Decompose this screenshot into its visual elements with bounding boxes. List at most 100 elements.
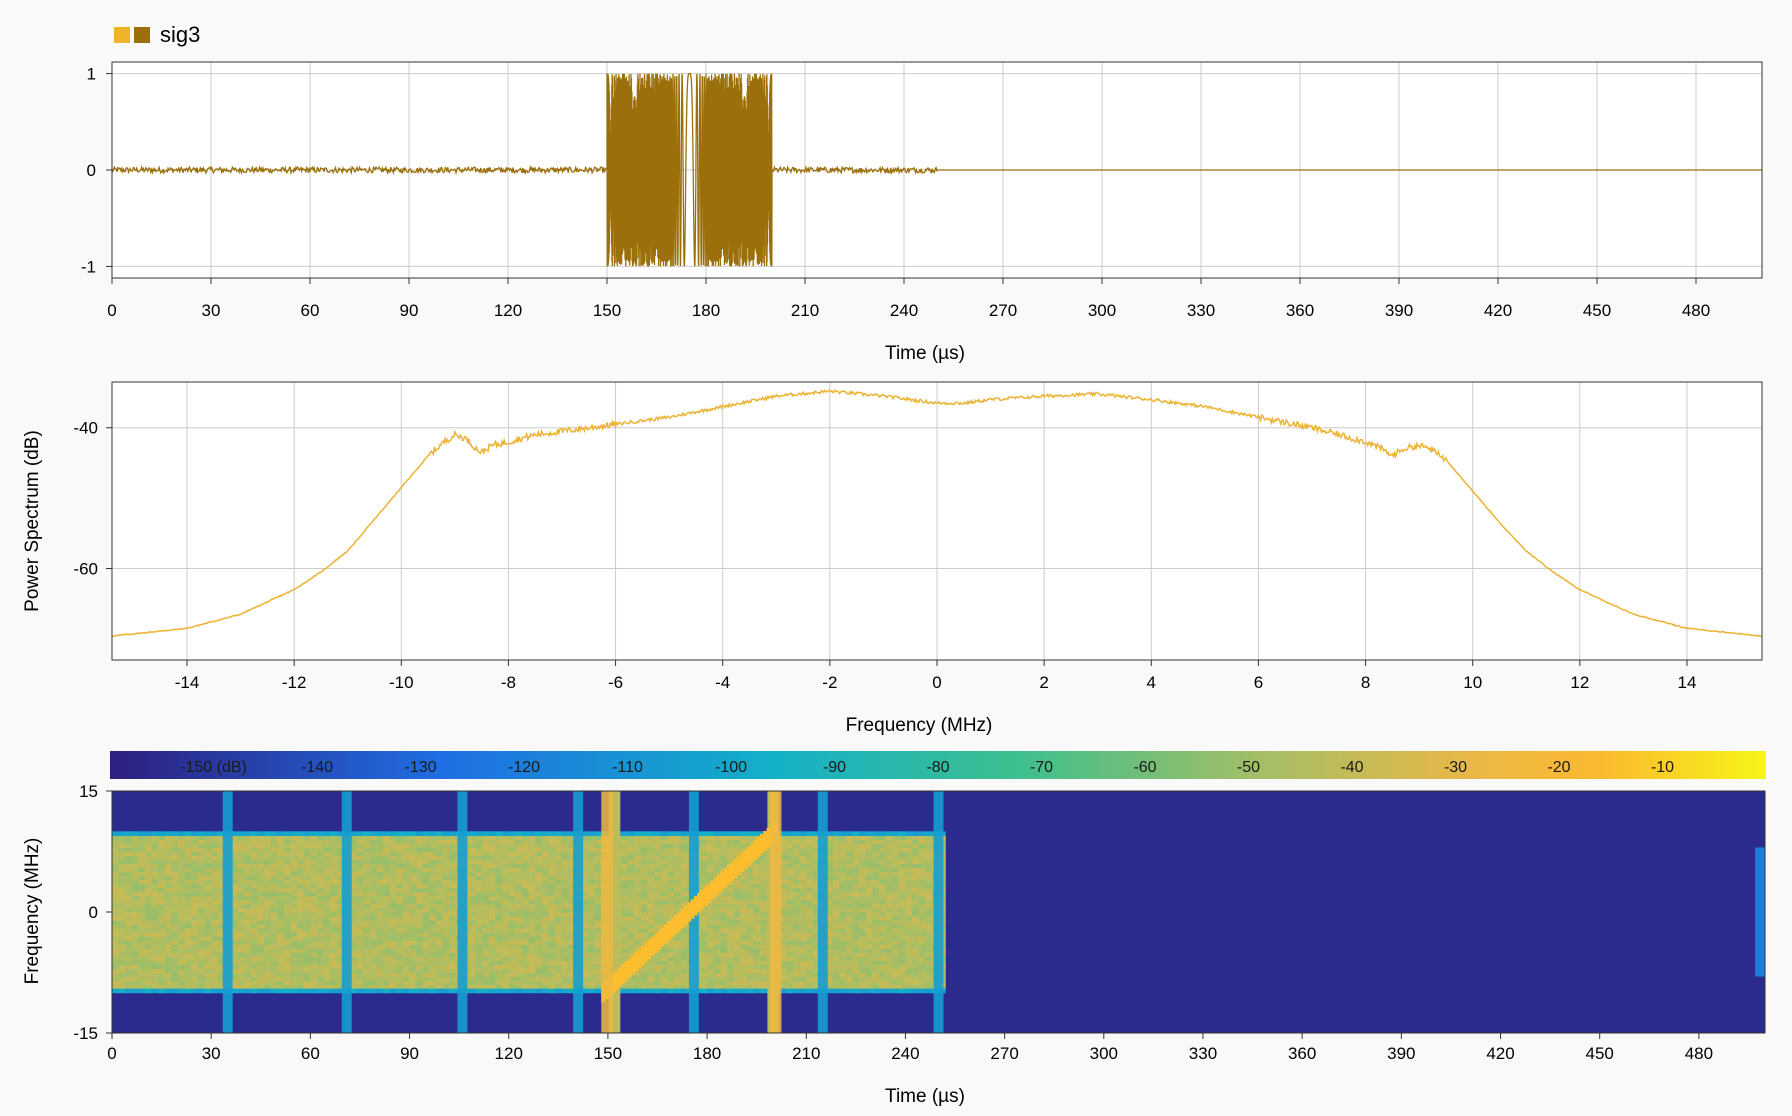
spectrogram-cell <box>726 944 735 949</box>
spectrum-tick-label-x: 10 <box>1463 673 1482 692</box>
spectrogram-cell <box>396 895 404 901</box>
spectrogram-cell <box>502 976 510 982</box>
spectrogram-cell <box>356 907 364 913</box>
spectrogram-cell <box>270 960 278 966</box>
spectrogram-cell <box>211 899 219 905</box>
spectrogram-cell <box>594 980 602 986</box>
spectrogram-edge-cell <box>217 831 226 836</box>
spectrogram-cell <box>674 871 682 877</box>
spectrogram-edge-cell <box>416 988 424 994</box>
spectrogram-cell <box>733 895 741 901</box>
spectrogram-cell <box>310 871 318 877</box>
spectrogram-cell <box>363 851 371 857</box>
spectrogram-cell <box>376 847 384 853</box>
spectrogram-cell <box>303 980 311 986</box>
spectrogram-cell <box>416 847 424 853</box>
spectrogram-cell <box>660 867 669 873</box>
spectrogram-cell <box>429 871 437 877</box>
spectrogram-cell <box>138 920 146 925</box>
spectrogram-cell <box>330 835 338 840</box>
spectrogram-cell <box>442 972 450 978</box>
spectrogram-cell <box>872 952 880 957</box>
spectrogram-cell <box>832 835 840 840</box>
spectrogram-cell <box>713 855 721 861</box>
spectrogram-cell <box>330 899 338 905</box>
spectrogram-cell <box>898 895 907 901</box>
spectrogram-cell <box>845 972 854 978</box>
spectrogram-cell <box>402 920 411 925</box>
spectrogram-cell <box>429 903 437 909</box>
legend[interactable]: sig3 <box>114 22 200 48</box>
spectrogram-cell <box>515 980 523 986</box>
spectrogram-edge-cell <box>270 988 278 994</box>
spectrogram-cell <box>475 936 483 941</box>
spectrogram-cell <box>449 928 457 933</box>
spectrogram-cell <box>680 847 688 853</box>
spectrogram-cell <box>488 839 497 845</box>
spectrogram-cell <box>409 859 417 865</box>
spectrogram-cell <box>316 932 325 937</box>
spectrogram-edge-cell <box>363 831 371 836</box>
spectrogram-cell <box>852 867 860 873</box>
spectrogram-cell <box>297 835 305 840</box>
spectrogram-cell <box>125 964 133 970</box>
spectrogram-cell <box>244 895 252 901</box>
spectrogram-cell <box>482 863 490 869</box>
spectrogram-cell <box>383 859 391 865</box>
spectrogram-cell <box>561 859 569 865</box>
spectrogram-cell <box>435 839 444 845</box>
spectrogram-cell <box>297 948 305 953</box>
spectrogram-cell <box>541 879 549 885</box>
spectrogram-cell <box>482 835 490 840</box>
spectrogram-cell <box>786 956 794 961</box>
spectrogram-cell <box>264 867 272 873</box>
spectrogram-cell <box>515 859 523 865</box>
spectrogram-cell <box>191 976 199 982</box>
spectrogram-cell <box>151 948 159 953</box>
spectrogram-cell <box>145 912 153 917</box>
spectrogram-cell <box>171 940 179 945</box>
spectrogram-cell <box>350 847 358 853</box>
spectrogram-cell <box>786 924 794 929</box>
spectrogram-cell <box>131 936 140 941</box>
spectrogram-cell <box>416 932 424 937</box>
spectrogram-cell <box>297 867 305 873</box>
spectrogram-cell <box>151 912 159 917</box>
spectrogram-cell <box>779 968 788 974</box>
spectrogram-cell <box>528 907 536 913</box>
spectrogram-cell <box>561 968 569 974</box>
spectrogram-cell <box>594 907 602 913</box>
spectrogram-cell <box>204 867 212 873</box>
spectrogram-cell <box>178 835 186 840</box>
spectrogram-cell <box>812 924 821 929</box>
spectrogram-cell <box>759 912 768 917</box>
spectrogram-cell <box>297 932 305 937</box>
spectrogram-cell <box>264 920 272 925</box>
spectrogram-cell <box>826 883 834 889</box>
spectrogram-cell <box>905 920 913 925</box>
spectrogram-cell <box>488 912 497 917</box>
spectrogram-cell <box>733 835 741 840</box>
spectrogram-cell <box>145 891 153 897</box>
spectrogram-cell <box>244 948 252 953</box>
spectrogram-cell <box>885 907 893 913</box>
spectrogram-cell <box>250 924 259 929</box>
spectrogram-cell <box>336 968 345 974</box>
spectrogram-cell <box>720 863 728 869</box>
spectrogram-cell <box>555 976 563 982</box>
spectrogram-cell <box>191 924 199 929</box>
spectrogram-cell <box>264 895 272 901</box>
spectrogram-cell <box>277 956 285 961</box>
spectrogram-cell <box>178 879 186 885</box>
spectrogram-cell <box>720 916 728 921</box>
spectrogram-cell <box>568 879 576 885</box>
spectrogram-cell <box>786 847 794 853</box>
spectrogram-cell <box>793 912 801 917</box>
spectrogram-cell <box>713 936 721 941</box>
spectrogram-cell <box>164 976 173 982</box>
spectrogram-cell <box>799 936 807 941</box>
colorbar-tick-label: -60 <box>1133 759 1156 776</box>
spectrogram-cell <box>197 984 206 990</box>
spectrogram-cell <box>720 948 728 953</box>
spectrogram-edge-cell <box>892 831 900 836</box>
